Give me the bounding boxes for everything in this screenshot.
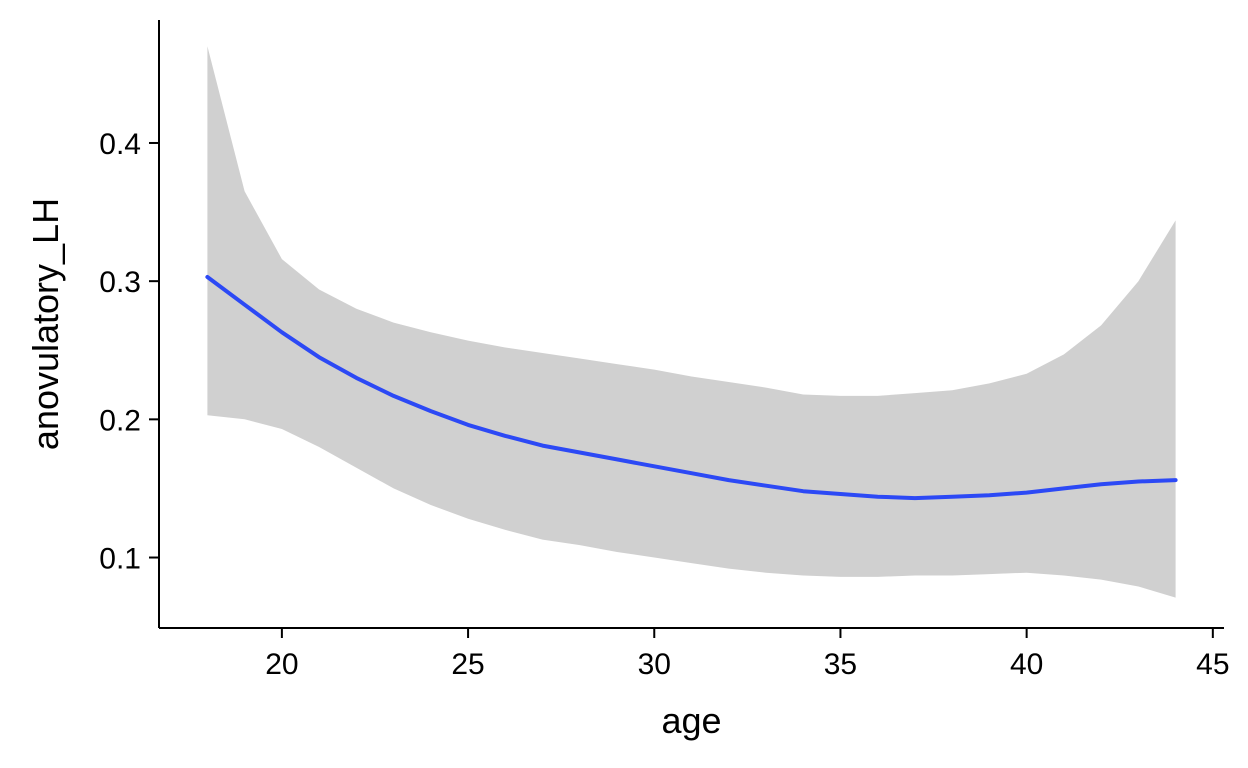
y-tick-label: 0.1	[99, 543, 141, 576]
x-tick-label: 30	[638, 648, 671, 681]
x-tick-label: 45	[1196, 648, 1229, 681]
y-tick-label: 0.3	[99, 266, 141, 299]
x-axis-ticks: 20 25 30 35 40 45	[265, 628, 1230, 681]
y-axis-ticks: 0.1 0.2 0.3 0.4	[99, 128, 159, 576]
y-tick-label: 0.4	[99, 128, 141, 161]
y-tick-label: 0.2	[99, 404, 141, 437]
confidence-band-layer	[207, 46, 1176, 598]
series-line-layer	[205, 275, 1178, 501]
x-tick-label: 20	[265, 648, 298, 681]
x-axis-title: age	[661, 700, 721, 741]
x-tick-label: 25	[451, 648, 484, 681]
axes	[158, 20, 1224, 629]
confidence-band	[207, 46, 1176, 598]
y-axis-title: anovulatory_LH	[25, 198, 66, 450]
x-tick-label: 35	[824, 648, 857, 681]
series-line	[205, 275, 1178, 501]
x-tick-label: 40	[1010, 648, 1043, 681]
